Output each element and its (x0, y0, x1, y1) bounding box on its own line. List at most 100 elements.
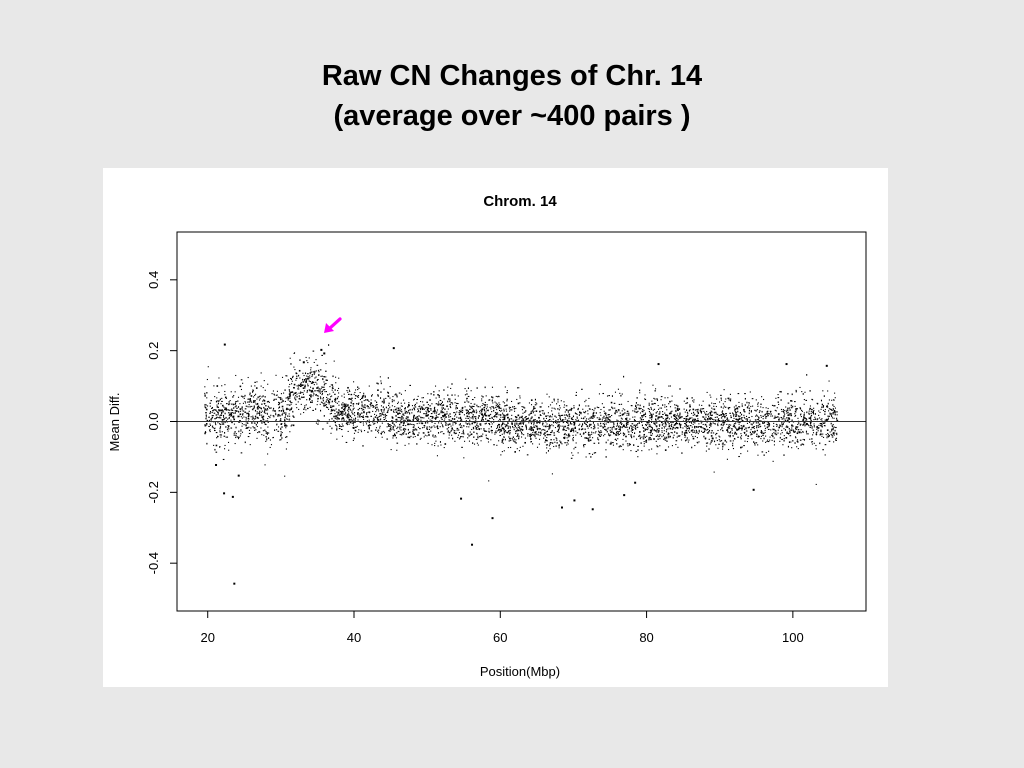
data-point (497, 425, 499, 427)
data-point (567, 440, 570, 442)
data-point (491, 399, 493, 402)
data-point (726, 418, 729, 420)
data-point (743, 431, 746, 434)
data-point (496, 444, 498, 446)
data-point (571, 418, 573, 421)
data-point (451, 427, 453, 430)
data-point (501, 440, 503, 443)
data-point (710, 425, 712, 427)
data-point (766, 412, 768, 415)
data-point (728, 397, 730, 400)
data-point (598, 417, 600, 419)
data-point (552, 425, 554, 427)
data-point (635, 406, 638, 408)
data-point (375, 411, 377, 413)
data-point (724, 417, 726, 419)
data-point (686, 426, 688, 428)
data-point (480, 435, 482, 437)
annotation-layer (324, 317, 342, 333)
data-point (502, 401, 504, 403)
data-point (684, 425, 686, 427)
data-point (603, 410, 605, 412)
data-point (310, 382, 312, 384)
data-point (745, 418, 747, 420)
data-point (484, 401, 486, 403)
data-point (237, 410, 239, 412)
data-point (773, 432, 775, 434)
data-point (586, 421, 588, 424)
data-point (463, 433, 465, 435)
data-point (257, 412, 259, 414)
data-point (548, 427, 551, 429)
data-point (484, 386, 486, 389)
data-point (804, 425, 806, 427)
data-point (231, 409, 234, 411)
data-point (621, 403, 623, 405)
data-point (247, 398, 249, 400)
data-point (435, 416, 437, 419)
data-point (752, 422, 754, 424)
data-point (781, 424, 783, 426)
data-point (560, 400, 562, 402)
data-point (618, 425, 620, 427)
data-point (406, 412, 408, 414)
x-tick-label: 60 (493, 630, 507, 645)
data-point (688, 430, 690, 432)
data-point (571, 428, 573, 430)
data-point (618, 415, 620, 417)
data-point (809, 405, 811, 407)
data-point (578, 414, 580, 416)
data-point (534, 419, 536, 421)
data-point (583, 446, 585, 448)
data-point (626, 426, 628, 428)
data-point (753, 432, 755, 434)
data-point (317, 387, 319, 389)
data-point (405, 425, 407, 427)
data-point (704, 423, 707, 426)
data-point (508, 425, 510, 427)
data-point (520, 416, 523, 419)
data-point (240, 433, 242, 435)
data-point (767, 440, 770, 443)
data-point (649, 412, 651, 414)
data-point (415, 416, 417, 419)
data-point (630, 435, 632, 437)
data-point (479, 406, 481, 408)
data-point (284, 422, 286, 424)
data-point (620, 417, 622, 419)
data-point (216, 404, 218, 406)
data-point (641, 411, 644, 413)
data-point (237, 437, 240, 440)
data-point (442, 407, 444, 409)
data-point (541, 429, 543, 431)
data-point (486, 404, 488, 406)
data-point (454, 418, 456, 420)
data-point (671, 432, 673, 434)
data-point (408, 405, 410, 407)
data-point (299, 398, 301, 400)
data-point (480, 428, 482, 430)
data-point (713, 405, 715, 407)
data-point (749, 431, 751, 434)
data-point (488, 428, 490, 430)
data-point (645, 428, 647, 430)
data-point (809, 421, 811, 423)
data-point (404, 390, 406, 392)
data-point (483, 427, 485, 430)
data-point (531, 428, 533, 430)
data-point (276, 394, 278, 396)
data-point (301, 396, 303, 399)
data-point (293, 386, 295, 389)
data-point (655, 418, 657, 421)
data-point (737, 428, 740, 431)
data-point (352, 439, 354, 442)
data-point (724, 401, 726, 403)
data-point (249, 394, 251, 396)
data-point (696, 411, 699, 413)
data-point (264, 464, 266, 466)
data-point (741, 417, 743, 419)
data-point (519, 446, 521, 448)
data-point (717, 419, 719, 421)
data-point (811, 414, 813, 416)
data-point (452, 429, 454, 431)
